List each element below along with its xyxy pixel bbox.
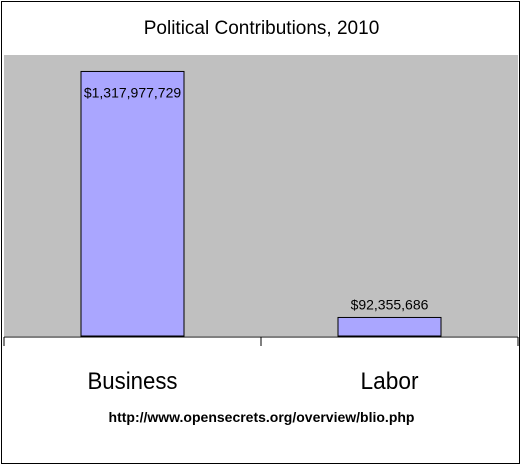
category-label-business: Business <box>88 368 178 395</box>
source-url: http://www.opensecrets.org/overview/blio… <box>108 409 415 425</box>
value-label-labor: $92,355,686 <box>351 296 429 312</box>
chart-title: Political Contributions, 2010 <box>143 18 380 39</box>
bar-business <box>80 70 185 337</box>
category-label-labor: Labor <box>361 368 419 395</box>
bar-labor <box>337 316 442 337</box>
value-label-business: $1,317,977,729 <box>84 84 182 100</box>
